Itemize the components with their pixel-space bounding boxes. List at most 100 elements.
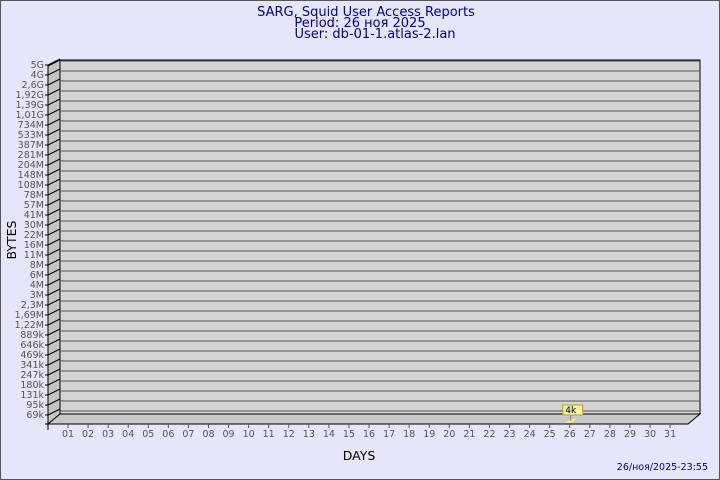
chart-period: Period: 26 ноя 2025 bbox=[294, 16, 425, 31]
y-tick-label: 3M bbox=[30, 290, 44, 301]
x-tick-label: 06 bbox=[162, 429, 174, 440]
y-tick-slant bbox=[47, 398, 61, 406]
y-tick-slant bbox=[47, 258, 61, 266]
x-tick-label: 10 bbox=[243, 429, 255, 440]
y-tick-label: 1,22M bbox=[15, 320, 44, 331]
x-tick-label: 15 bbox=[343, 429, 355, 440]
y-tick-label: 8M bbox=[30, 260, 44, 271]
x-tick-label: 29 bbox=[624, 429, 636, 440]
y-tick-slant bbox=[47, 128, 61, 136]
y-tick-label: 1,39G bbox=[15, 100, 44, 111]
y-tick-label: 4M bbox=[30, 280, 44, 291]
x-tick-label: 26 bbox=[564, 429, 576, 440]
y-tick-label: 533M bbox=[18, 130, 44, 141]
y-axis-label: BYTES bbox=[4, 220, 19, 259]
y-tick-slant bbox=[47, 308, 61, 316]
x-tick-label: 05 bbox=[142, 429, 154, 440]
x-tick-label: 11 bbox=[263, 429, 275, 440]
x-tick-label: 07 bbox=[182, 429, 194, 440]
y-tick-slant bbox=[47, 78, 61, 86]
y-tick-label: 646k bbox=[20, 340, 44, 351]
y-tick-slant bbox=[47, 278, 61, 286]
y-tick-label: 148M bbox=[18, 170, 44, 181]
y-tick-label: 889k bbox=[20, 330, 44, 341]
y-tick-slant bbox=[47, 118, 61, 126]
x-tick-label: 04 bbox=[122, 429, 134, 440]
x-tick-label: 18 bbox=[403, 429, 415, 440]
y-tick-label: 1,92G bbox=[15, 90, 44, 101]
x-tick-label: 14 bbox=[323, 429, 335, 440]
y-tick-slant bbox=[47, 318, 61, 326]
bar-value-label: 4k bbox=[565, 406, 577, 416]
x-tick-label: 19 bbox=[423, 429, 435, 440]
x-tick-label: 02 bbox=[82, 429, 94, 440]
y-tick-slant bbox=[47, 158, 61, 166]
x-tick-label: 23 bbox=[503, 429, 515, 440]
y-tick-slant bbox=[47, 358, 61, 366]
x-tick-label: 16 bbox=[363, 429, 375, 440]
y-tick-slant bbox=[47, 228, 61, 236]
y-tick-slant bbox=[47, 328, 61, 336]
y-tick-label: 1,69M bbox=[15, 310, 44, 321]
y-tick-label: 387M bbox=[18, 140, 44, 151]
y-tick-slant bbox=[47, 408, 61, 416]
y-tick-label: 2,6G bbox=[22, 80, 44, 91]
chart-title: SARG, Squid User Access Reports bbox=[257, 5, 475, 20]
x-tick-label: 24 bbox=[524, 429, 536, 440]
y-tick-slant bbox=[47, 298, 61, 306]
y-tick-slant bbox=[47, 88, 61, 96]
y-tick-label: 16M bbox=[24, 240, 44, 251]
x-tick-label: 30 bbox=[644, 429, 656, 440]
floor bbox=[46, 413, 702, 425]
y-tick-label: 131k bbox=[20, 390, 44, 401]
y-tick-slant bbox=[47, 178, 61, 186]
y-tick-slant bbox=[47, 288, 61, 296]
y-tick-label: 6M bbox=[30, 270, 44, 281]
y-tick-slant bbox=[47, 58, 61, 66]
x-tick-label: 21 bbox=[463, 429, 475, 440]
y-tick-slant bbox=[47, 348, 61, 356]
x-tick-label: 27 bbox=[584, 429, 596, 440]
y-tick-label: 734M bbox=[18, 120, 44, 131]
x-tick-label: 17 bbox=[383, 429, 395, 440]
y-tick-label: 1,01G bbox=[15, 110, 44, 121]
y-tick-slant bbox=[47, 108, 61, 116]
y-tick-slant bbox=[47, 188, 61, 196]
y-tick-label: 469k bbox=[20, 350, 44, 361]
y-tick-slant bbox=[47, 148, 61, 156]
y-tick-label: 5G bbox=[31, 60, 44, 71]
y-tick-slant bbox=[47, 368, 61, 376]
y-tick-label: 30M bbox=[24, 220, 44, 231]
y-tick-slant bbox=[47, 338, 61, 346]
x-tick-label: 20 bbox=[443, 429, 455, 440]
y-tick-slant bbox=[47, 198, 61, 206]
plot-background bbox=[48, 60, 700, 424]
x-tick-label: 31 bbox=[664, 429, 676, 440]
y-tick-slant bbox=[47, 268, 61, 276]
x-tick-label: 13 bbox=[303, 429, 315, 440]
x-tick-label: 01 bbox=[62, 429, 74, 440]
y-tick-label: 22M bbox=[24, 230, 44, 241]
y-tick-slant bbox=[47, 98, 61, 106]
y-tick-slant bbox=[47, 378, 61, 386]
y-tick-label: 341k bbox=[20, 360, 44, 371]
x-tick-label: 12 bbox=[283, 429, 295, 440]
x-tick-label: 09 bbox=[223, 429, 235, 440]
y-tick-slant bbox=[47, 248, 61, 256]
y-tick-slant bbox=[47, 208, 61, 216]
y-tick-label: 2,3M bbox=[21, 300, 44, 311]
x-tick-label: 08 bbox=[202, 429, 214, 440]
y-tick-slant bbox=[47, 238, 61, 246]
x-tick-label: 22 bbox=[483, 429, 495, 440]
x-axis-label: DAYS bbox=[343, 448, 376, 463]
y-tick-label: 57M bbox=[24, 200, 44, 211]
chart-user: User: db-01-1.atlas-2.lan bbox=[294, 27, 455, 42]
y-tick-label: 281M bbox=[18, 150, 44, 161]
y-tick-label: 108M bbox=[18, 180, 44, 191]
y-tick-slant bbox=[47, 138, 61, 146]
y-tick-label: 41M bbox=[24, 210, 44, 221]
x-tick-label: 28 bbox=[604, 429, 616, 440]
y-tick-label: 11M bbox=[24, 250, 44, 261]
y-tick-label: 247k bbox=[20, 370, 44, 381]
